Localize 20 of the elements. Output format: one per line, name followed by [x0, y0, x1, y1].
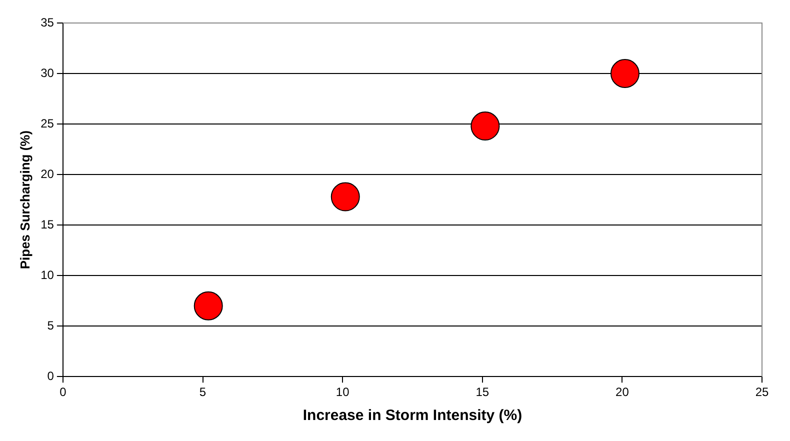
y-tick-label: 0: [47, 368, 54, 383]
y-tick-label: 35: [40, 15, 54, 30]
x-tick-label: 20: [616, 385, 630, 400]
y-tick-label: 15: [40, 217, 54, 232]
point: [194, 291, 223, 320]
y-tick-label: 5: [47, 318, 54, 332]
x-tick-label: 5: [199, 385, 206, 400]
point: [610, 59, 640, 88]
x-tick-label: 25: [755, 385, 769, 400]
y-tick-label: 30: [40, 66, 54, 80]
y-tick-label: 25: [40, 116, 54, 130]
y-tick-label: 10: [40, 268, 54, 282]
y-axis-title: Pipes Surcharging (%): [17, 130, 32, 270]
x-axis-title: Increase in Storm Intensity (%): [302, 407, 522, 424]
point: [470, 112, 500, 141]
x-tick-label: 15: [476, 385, 490, 400]
point: [330, 182, 360, 212]
x-tick-label: 10: [336, 385, 350, 400]
x-tick-label: 0: [60, 385, 67, 400]
y-tick-label: 20: [40, 166, 54, 181]
